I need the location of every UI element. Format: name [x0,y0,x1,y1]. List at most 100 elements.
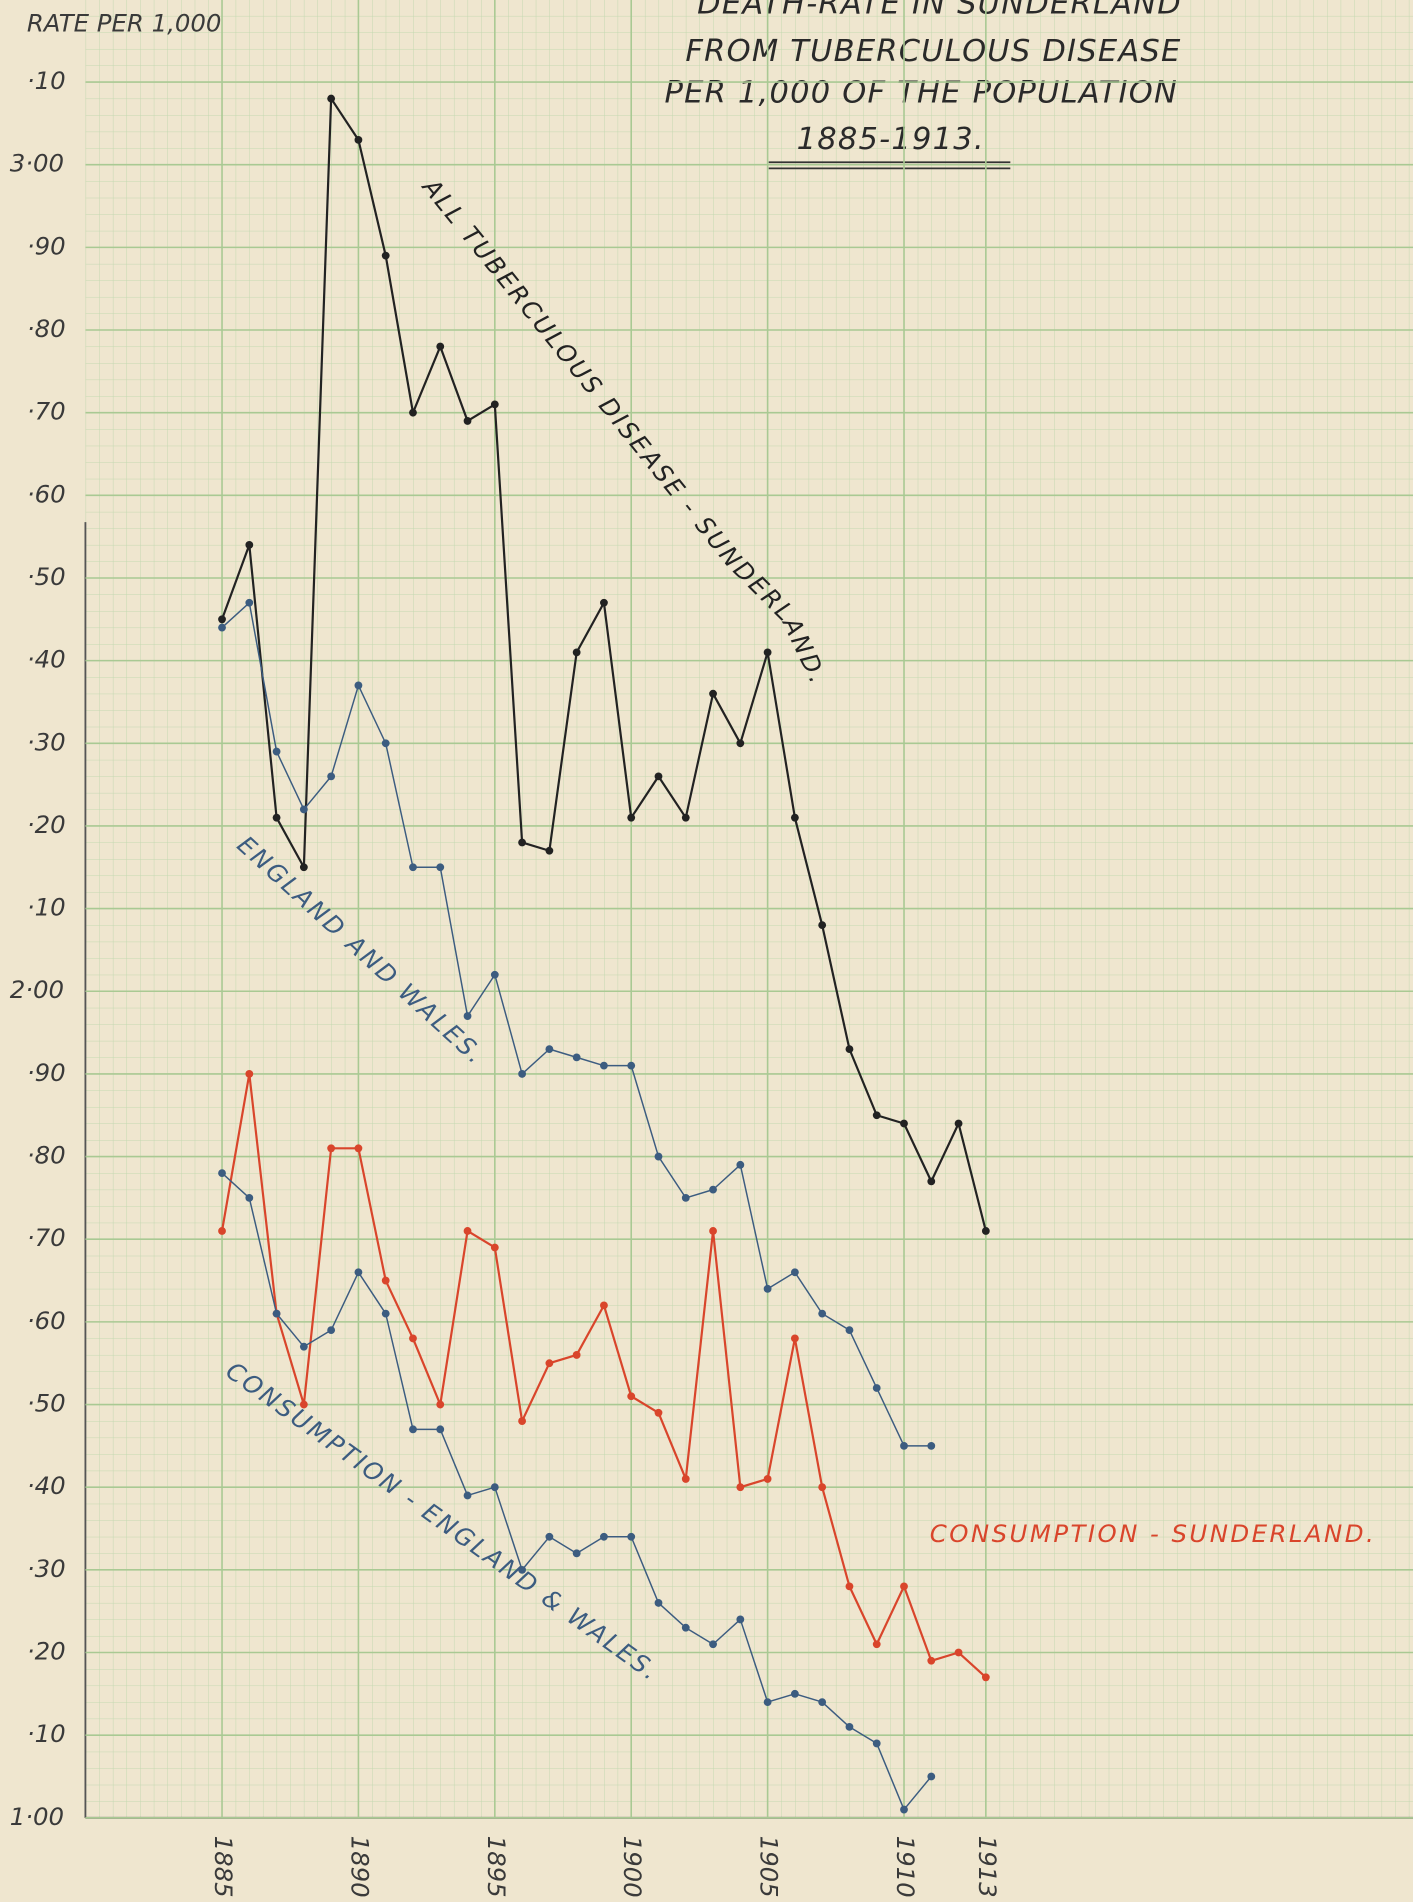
data-point [245,1070,254,1078]
x-tick-label: 1895 [482,1836,511,1898]
data-point [545,1532,554,1541]
data-point [845,1045,854,1054]
y-tick-label: ·20 [27,810,66,839]
data-point [845,1582,854,1591]
y-axis-label: RATE PER 1,000 [27,8,222,37]
data-point [627,1392,636,1401]
data-point [490,1243,499,1252]
x-tick-label: 1885 [209,1836,238,1898]
y-tick-label: ·30 [27,727,66,756]
data-point [927,1772,936,1781]
data-point [354,1144,363,1153]
y-tick-label: ·60 [27,1306,66,1335]
data-point [272,747,281,756]
data-point [327,1326,336,1335]
data-point [627,1532,636,1541]
y-tick-label: ·20 [27,1637,66,1666]
chart-title: DEATH-RATE IN SUNDERLAND [697,0,1182,21]
data-point [327,1144,336,1153]
data-point [872,1384,881,1392]
data-point [736,1615,745,1624]
data-point [518,1417,527,1425]
data-point [763,1698,772,1707]
data-point [927,1441,936,1450]
y-tick-label: ·10 [27,1719,66,1748]
data-point [463,417,472,425]
data-point [572,1053,581,1062]
data-point [545,846,554,855]
data-point [381,251,390,260]
data-point [872,1739,881,1748]
data-point [572,1351,581,1359]
data-point [818,1483,827,1492]
data-point [654,1408,663,1417]
x-tick-label: 1913 [973,1836,1002,1898]
data-point [654,772,663,781]
y-tick-label: ·60 [27,479,66,508]
data-point [763,1475,772,1483]
data-point [354,681,363,690]
data-point [736,1483,745,1492]
data-point [872,1640,881,1649]
data-point [790,1689,799,1698]
chart-title: 1885-1913. [797,122,985,157]
data-point [900,1441,908,1450]
data-point [490,970,499,979]
data-point [627,1061,636,1070]
data-point [845,1326,854,1335]
data-point [927,1177,936,1186]
data-point [218,1169,226,1178]
data-point [845,1722,854,1731]
data-point [600,1301,608,1310]
y-tick-label: ·30 [27,1554,66,1583]
data-point [981,1227,990,1235]
data-point [436,863,445,872]
data-point [518,1070,527,1078]
data-point [654,1152,663,1161]
data-point [490,1483,499,1492]
data-point [818,1698,827,1707]
data-point [245,598,254,607]
data-point [327,772,336,781]
data-point [681,1193,690,1202]
data-point [790,1334,799,1343]
data-point [681,1623,690,1632]
data-point [545,1359,554,1368]
data-point [436,1400,445,1409]
data-point [245,541,254,549]
data-point [327,94,336,103]
data-point [681,1475,690,1483]
data-point [763,1284,772,1293]
data-point [900,1582,908,1591]
data-point [600,598,608,607]
data-point [600,1061,608,1070]
data-point [736,739,745,748]
y-tick-label: ·10 [27,66,66,95]
data-point [299,863,308,872]
x-tick-label: 1890 [345,1836,374,1898]
data-point [463,1491,472,1500]
data-point [218,623,226,632]
data-point [518,838,527,847]
y-tick-label: ·40 [27,1471,66,1500]
data-point [409,1425,417,1434]
data-point [681,813,690,822]
y-tick-label: ·50 [27,562,66,591]
data-point [272,813,281,822]
data-point [709,1227,717,1235]
series-label: CONSUMPTION - SUNDERLAND. [930,1519,1376,1548]
data-point [900,1119,908,1128]
y-tick-label: ·90 [27,231,66,260]
data-point [981,1673,990,1682]
y-tick-label: 3·00 [10,149,64,178]
data-point [709,689,717,698]
data-point [818,921,827,930]
data-point [381,1309,390,1318]
y-tick-label: 1·00 [10,1802,64,1831]
data-point [409,1334,417,1343]
y-tick-label: ·70 [27,1223,66,1252]
data-point [872,1111,881,1120]
data-point [299,1400,308,1409]
data-point [245,1193,254,1202]
